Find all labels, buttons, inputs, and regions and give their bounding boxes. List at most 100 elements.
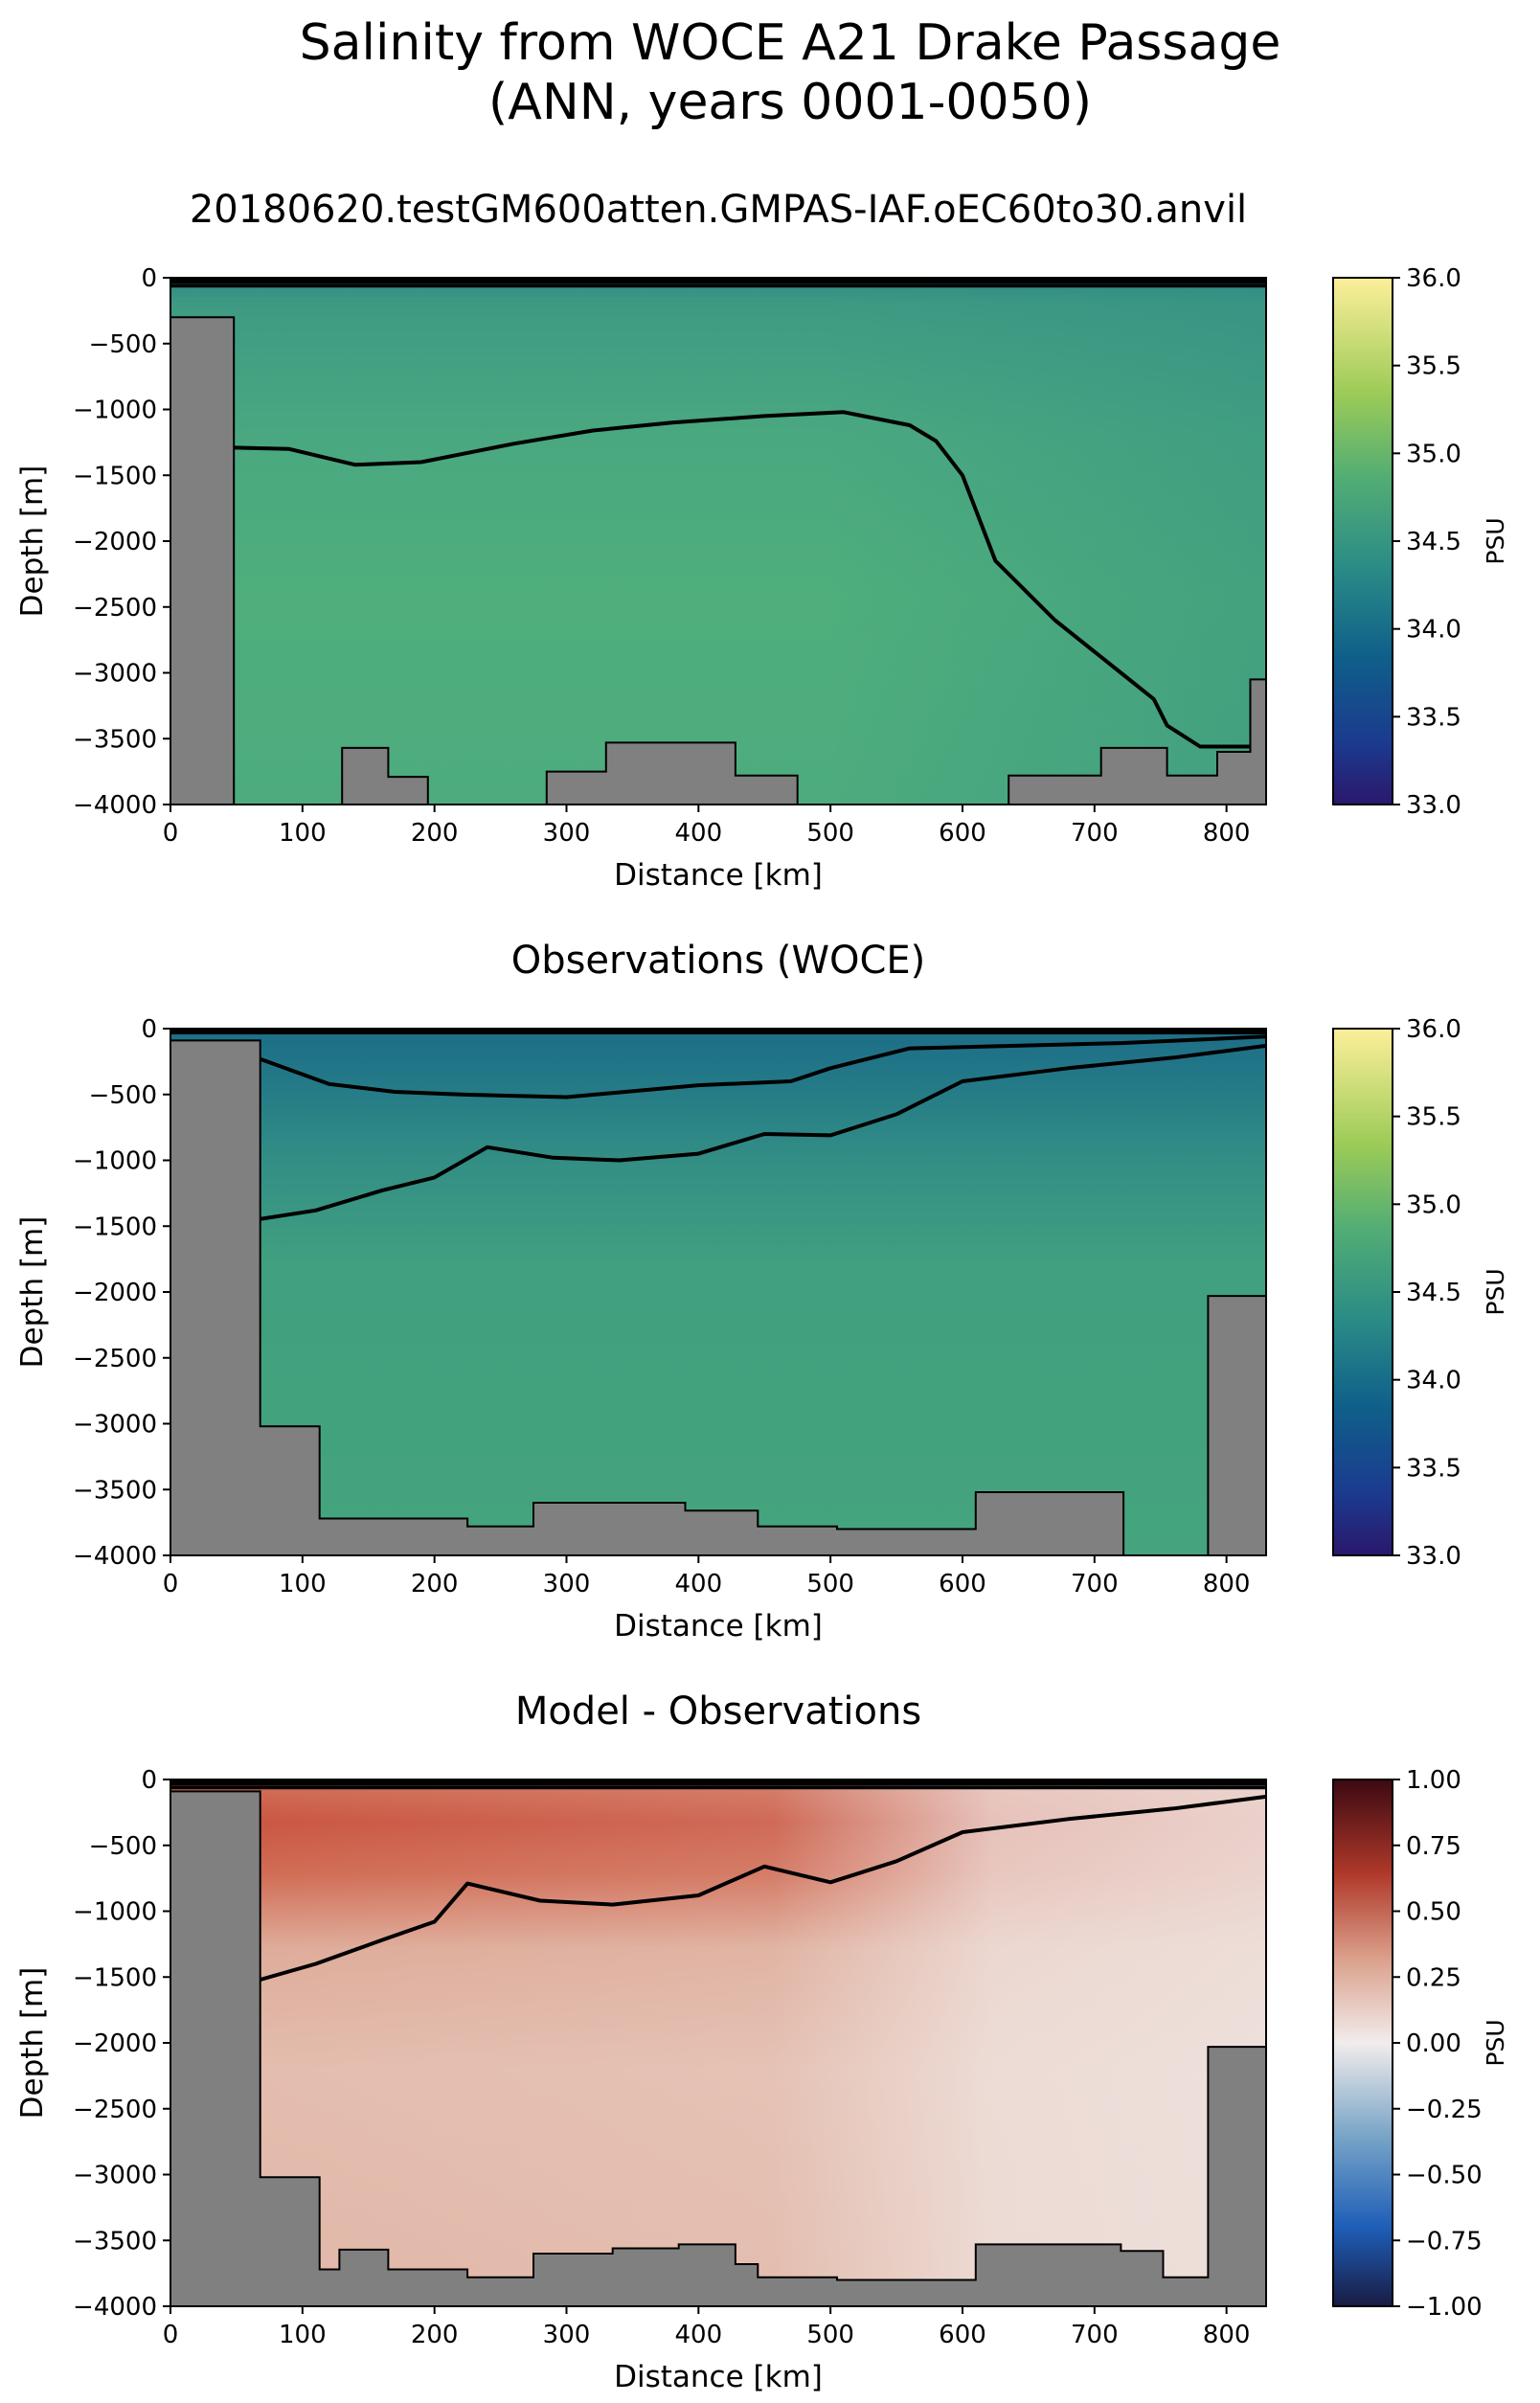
x-tick-label: 0 [163, 2321, 179, 2349]
y-tick-label: −1000 [73, 1147, 157, 1176]
colorbar-tick-label: 33.0 [1406, 791, 1461, 820]
panel-2-plot-area: 0 100 200 300 400 500 600 700 800 0 −500 −1000 −1500… [15, 1015, 1267, 1644]
y-tick-label: −3500 [73, 2227, 157, 2256]
y-tick-label: −4000 [73, 1542, 157, 1571]
colorbar-label: PSU [1482, 2019, 1509, 2066]
y-tick-label: −2500 [73, 1345, 157, 1373]
panel-1-model: 0 100 200 300 400 500 600 700 800 0 −500 −1000 −1500… [15, 264, 1509, 893]
colorbar-tick-label: 35.0 [1406, 1190, 1461, 1219]
panel-2-observations: 0 100 200 300 400 500 600 700 800 0 −500 −1000 −1500… [15, 1015, 1509, 1644]
x-tick-label: 600 [939, 2321, 986, 2349]
x-tick-label: 600 [939, 819, 986, 848]
contour-mid [260, 1794, 1267, 1982]
figure-suptitle: Salinity from WOCE A21 Drake Passage (AN… [299, 14, 1281, 131]
colorbar-tick-label: 36.0 [1406, 264, 1461, 293]
colorbar-tick-label: −0.50 [1406, 2162, 1483, 2190]
colorbar-tick-label: −0.25 [1406, 2096, 1483, 2124]
colorbar-tick-label: 36.0 [1406, 1015, 1461, 1044]
contour-shallow [255, 1034, 1267, 1099]
y-axis-label: Depth [m] [15, 1216, 50, 1369]
y-tick-label: −3500 [73, 725, 157, 754]
surface-contour-band [170, 278, 1266, 283]
colorbar-tick-label: 33.5 [1406, 1454, 1461, 1483]
panel-2-title: Observations (WOCE) [510, 939, 926, 983]
x-tick-label: 800 [1203, 1570, 1251, 1598]
colorbar-tick-label: 35.5 [1406, 1103, 1461, 1132]
panel-1-plot-area: 0 100 200 300 400 500 600 700 800 0 −500 −1000 −1500… [15, 264, 1267, 893]
bathymetry [170, 316, 1267, 805]
contour-mid [234, 410, 1251, 749]
x-tick-label: 300 [543, 1570, 591, 1598]
panel-3-plot-area: 0 100 200 300 400 500 600 700 800 0 −500 −1000 −1500… [15, 1766, 1267, 2394]
y-tick-label: −500 [89, 1832, 157, 1861]
y-tick-label: −1000 [73, 1898, 157, 1927]
x-tick-label: 0 [163, 819, 179, 848]
colorbar-tick-label: 34.5 [1406, 1279, 1461, 1307]
colorbar-tick-label: 35.5 [1406, 352, 1461, 381]
salinity-field-layer [170, 278, 1266, 805]
x-tick-label: 800 [1203, 2321, 1251, 2349]
salinity-field-layer [170, 1780, 1266, 2306]
x-tick-label: 700 [1071, 2321, 1119, 2349]
colorbar-tick-label: 34.5 [1406, 528, 1461, 556]
colorbar-tick-label: 1.00 [1406, 1766, 1461, 1795]
colorbar-tick-label: 0.00 [1406, 2029, 1461, 2058]
x-tick-label: 300 [543, 819, 591, 848]
x-tick-label: 700 [1071, 819, 1119, 848]
x-tick-label: 100 [279, 819, 327, 848]
y-tick-label: −2000 [73, 1279, 157, 1307]
colorbar-tick-label: 0.50 [1406, 1898, 1461, 1927]
x-tick-label: 500 [806, 2321, 854, 2349]
panel-1-colorbar: 36.0 35.5 35.0 34.5 34.0 33.5 33.0 PSU [1332, 264, 1509, 820]
x-tick-label: 200 [411, 819, 459, 848]
colorbar-tick-label: −0.75 [1406, 2227, 1483, 2256]
x-tick-label: 200 [411, 2321, 459, 2349]
salinity-field-layer [170, 1029, 1266, 1555]
x-tick-label: 100 [279, 1570, 327, 1598]
colorbar-label: PSU [1482, 1268, 1509, 1315]
y-tick-label: −2500 [73, 2096, 157, 2124]
y-tick-label: −2000 [73, 2029, 157, 2058]
y-tick-label: −1500 [73, 1213, 157, 1241]
y-tick-label: −1500 [73, 462, 157, 490]
y-tick-label: −4000 [73, 791, 157, 820]
y-tick-label: 0 [141, 1766, 157, 1795]
y-axis-label: Depth [m] [15, 1967, 50, 2120]
surface-contour-band [170, 1029, 1266, 1034]
x-axis-label: Distance [km] [614, 1609, 823, 1644]
y-tick-label: −3000 [73, 660, 157, 689]
y-tick-label: −1000 [73, 397, 157, 425]
x-tick-label: 300 [543, 2321, 591, 2349]
y-tick-label: −2000 [73, 528, 157, 556]
colorbar-tick-label: −1.00 [1406, 2293, 1483, 2322]
bathymetry [170, 1790, 1267, 2307]
surface-contour-band [170, 1780, 1266, 1785]
colorbar-tick-label: 34.0 [1406, 1367, 1461, 1395]
colorbar-tick-label: 33.0 [1406, 1542, 1461, 1571]
contour-mid [256, 1043, 1267, 1222]
y-tick-label: 0 [141, 264, 157, 293]
panel-3-title: Model - Observations [514, 1689, 922, 1734]
y-tick-label: −3000 [73, 2162, 157, 2190]
x-tick-label: 0 [163, 1570, 179, 1598]
colorbar-gradient [1332, 1779, 1393, 2307]
x-tick-label: 100 [279, 2321, 327, 2349]
x-tick-label: 800 [1203, 819, 1251, 848]
colorbar-label: PSU [1482, 517, 1509, 564]
y-tick-label: −500 [89, 1081, 157, 1110]
y-tick-label: −4000 [73, 2293, 157, 2322]
y-tick-label: −500 [89, 330, 157, 359]
panel-3-colorbar: 1.00 0.75 0.50 0.25 0.00 −0.25 −0.50 −0.75 −1.00… [1332, 1766, 1509, 2322]
colorbar-tick-label: 35.0 [1406, 440, 1461, 468]
y-tick-label: −3500 [73, 1476, 157, 1505]
x-tick-label: 500 [806, 819, 854, 848]
y-tick-label: −2500 [73, 594, 157, 623]
colorbar-tick-label: 33.5 [1406, 703, 1461, 732]
colorbar-tick-label: 34.0 [1406, 616, 1461, 645]
panel-3-difference: 0 100 200 300 400 500 600 700 800 0 −500 −1000 −1500… [15, 1766, 1509, 2394]
x-tick-label: 500 [806, 1570, 854, 1598]
x-axis-label: Distance [km] [614, 858, 823, 893]
x-tick-label: 400 [675, 819, 723, 848]
y-tick-label: −3000 [73, 1411, 157, 1440]
x-tick-label: 400 [675, 2321, 723, 2349]
